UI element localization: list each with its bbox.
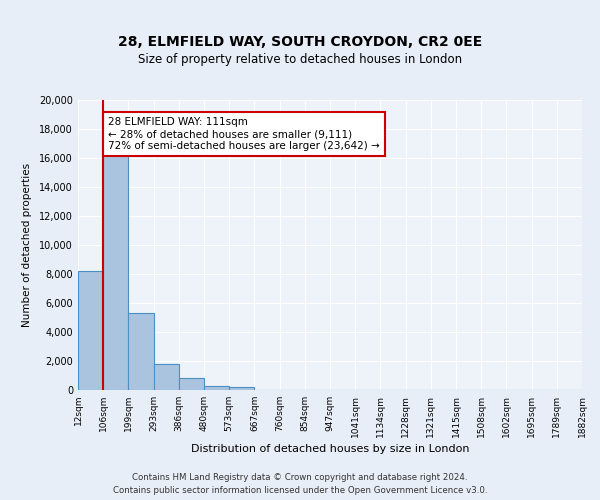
Bar [154, 364, 179, 390]
Text: 28, ELMFIELD WAY, SOUTH CROYDON, CR2 0EE: 28, ELMFIELD WAY, SOUTH CROYDON, CR2 0EE [118, 35, 482, 49]
Bar [103, 150, 128, 390]
Bar [229, 387, 254, 390]
Text: 28 ELMFIELD WAY: 111sqm
← 28% of detached houses are smaller (9,111)
72% of semi: 28 ELMFIELD WAY: 111sqm ← 28% of detache… [108, 118, 380, 150]
Bar [128, 313, 154, 390]
Bar [204, 386, 229, 390]
Text: Contains public sector information licensed under the Open Government Licence v3: Contains public sector information licen… [113, 486, 487, 495]
X-axis label: Distribution of detached houses by size in London: Distribution of detached houses by size … [191, 444, 469, 454]
Bar [78, 271, 103, 390]
Text: Contains HM Land Registry data © Crown copyright and database right 2024.: Contains HM Land Registry data © Crown c… [132, 472, 468, 482]
Bar [179, 378, 204, 390]
Y-axis label: Number of detached properties: Number of detached properties [22, 163, 32, 327]
Text: Size of property relative to detached houses in London: Size of property relative to detached ho… [138, 52, 462, 66]
